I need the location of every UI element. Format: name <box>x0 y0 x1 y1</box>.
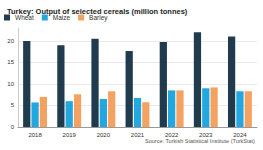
svg-text:5: 5 <box>11 102 15 108</box>
svg-text:2023: 2023 <box>199 132 213 138</box>
svg-text:Turkey: Output of selected cer: Turkey: Output of selected cereals (mill… <box>7 7 188 16</box>
svg-text:2020: 2020 <box>97 132 111 138</box>
svg-text:2021: 2021 <box>131 132 145 138</box>
svg-text:2024: 2024 <box>233 132 247 138</box>
svg-text:15: 15 <box>7 59 14 65</box>
svg-text:2018: 2018 <box>28 132 42 138</box>
svg-text:Barley: Barley <box>89 14 108 21</box>
svg-text:Source: Turkish Statistical In: Source: Turkish Statistical Institute (T… <box>145 138 255 144</box>
svg-text:10: 10 <box>7 81 14 87</box>
svg-text:20: 20 <box>7 38 14 44</box>
svg-text:Wheat: Wheat <box>15 14 34 21</box>
svg-text:Maize: Maize <box>52 14 71 21</box>
svg-text:0: 0 <box>11 124 15 130</box>
svg-text:2022: 2022 <box>165 132 179 138</box>
svg-text:2019: 2019 <box>63 132 77 138</box>
